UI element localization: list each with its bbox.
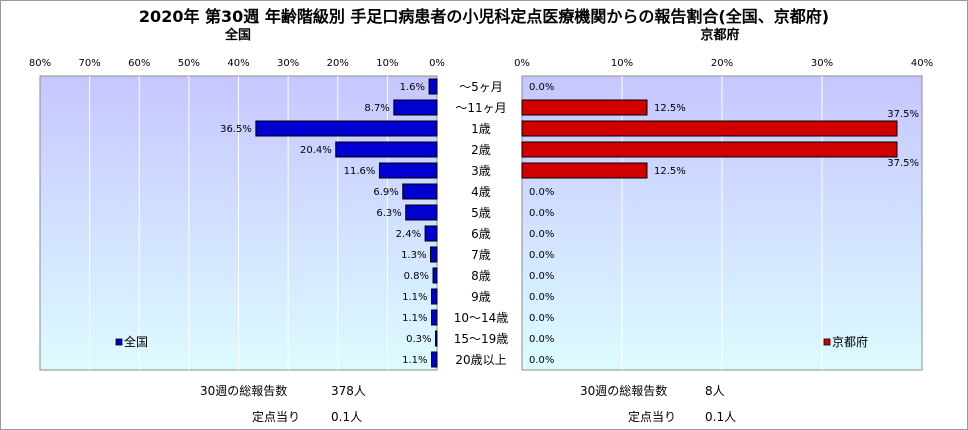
national-data-label: 6.3%: [376, 208, 401, 219]
kyoto-bar: [521, 99, 648, 116]
national-data-label: 0.3%: [406, 334, 431, 345]
category-label: 10～14歳: [454, 311, 509, 325]
kyoto-x-tick-label: 40%: [911, 58, 933, 69]
national-x-tick-label: 80%: [29, 58, 51, 69]
kyoto-per-site-value: 0.1人: [705, 410, 737, 424]
category-label: 4歳: [471, 185, 491, 199]
national-x-tick-label: 50%: [178, 58, 200, 69]
national-bar: [424, 225, 438, 242]
category-label: ～5ヶ月: [459, 80, 503, 94]
national-x-tick-label: 0%: [429, 58, 445, 69]
national-data-label: 36.5%: [220, 124, 252, 135]
national-x-tick-label: 20%: [327, 58, 349, 69]
national-bar: [430, 246, 438, 263]
national-x-tick-label: 70%: [79, 58, 101, 69]
kyoto-legend-label: 京都府: [832, 334, 868, 349]
national-x-tick-label: 30%: [277, 58, 299, 69]
category-label: 15～19歳: [454, 332, 509, 346]
national-x-tick-label: 40%: [227, 58, 249, 69]
national-bar: [255, 120, 438, 137]
national-bar: [405, 204, 438, 221]
national-data-label: 1.6%: [400, 82, 425, 93]
kyoto-data-label: 0.0%: [529, 208, 554, 219]
national-bar: [431, 288, 438, 305]
national-per-site-value: 0.1人: [331, 410, 363, 424]
national-bar: [431, 351, 438, 368]
national-bar: [431, 309, 438, 326]
national-data-label: 1.3%: [401, 250, 426, 261]
national-data-label: 20.4%: [300, 145, 332, 156]
national-data-label: 8.7%: [364, 103, 389, 114]
national-panel-title: 全国: [224, 28, 251, 43]
national-bar: [428, 78, 438, 95]
category-label: 8歳: [471, 269, 491, 283]
kyoto-data-label: 12.5%: [654, 166, 686, 177]
kyoto-bar: [521, 141, 898, 158]
national-x-tick-label: 10%: [376, 58, 398, 69]
national-bar: [435, 330, 438, 347]
national-bar: [432, 267, 438, 284]
national-data-label: 11.6%: [344, 166, 376, 177]
kyoto-data-label: 37.5%: [887, 109, 919, 120]
category-label: 6歳: [471, 227, 491, 241]
kyoto-data-label: 0.0%: [529, 334, 554, 345]
national-bar: [402, 183, 438, 200]
kyoto-x-tick-label: 0%: [514, 58, 530, 69]
national-total-reports-value: 378人: [331, 384, 366, 398]
category-label: 5歳: [471, 206, 491, 220]
national-per-site-label: 定点当り: [252, 410, 301, 424]
category-label: ～11ヶ月: [455, 101, 506, 115]
national-bar: [378, 162, 438, 179]
kyoto-data-label: 12.5%: [654, 103, 686, 114]
kyoto-x-tick-label: 20%: [711, 58, 733, 69]
kyoto-total-reports-value: 8人: [705, 384, 725, 398]
national-data-label: 1.1%: [402, 292, 427, 303]
category-label: 20歳以上: [455, 353, 506, 367]
kyoto-bar: [521, 120, 898, 137]
kyoto-x-tick-label: 30%: [811, 58, 833, 69]
kyoto-data-label: 0.0%: [529, 292, 554, 303]
national-legend-swatch: [115, 338, 123, 346]
kyoto-panel-title: 京都府: [700, 28, 740, 43]
kyoto-x-tick-label: 10%: [611, 58, 633, 69]
category-label: 2歳: [471, 143, 491, 157]
kyoto-total-reports-label: 30週の総報告数: [580, 384, 668, 398]
kyoto-data-label: 0.0%: [529, 355, 554, 366]
national-total-reports-label: 30週の総報告数: [200, 384, 288, 398]
category-label: 9歳: [471, 290, 491, 304]
national-data-label: 2.4%: [396, 229, 421, 240]
kyoto-data-label: 37.5%: [887, 158, 919, 169]
kyoto-bar: [521, 162, 648, 179]
national-bar: [335, 141, 438, 158]
kyoto-data-label: 0.0%: [529, 250, 554, 261]
national-x-tick-label: 60%: [128, 58, 150, 69]
kyoto-per-site-label: 定点当り: [628, 410, 677, 424]
national-data-label: 0.8%: [404, 271, 429, 282]
national-legend-label: 全国: [124, 334, 148, 349]
category-label: 7歳: [471, 248, 491, 262]
national-data-label: 1.1%: [402, 313, 427, 324]
kyoto-data-label: 0.0%: [529, 82, 554, 93]
kyoto-data-label: 0.0%: [529, 229, 554, 240]
national-data-label: 6.9%: [373, 187, 398, 198]
kyoto-legend-swatch: [823, 338, 831, 346]
kyoto-data-label: 0.0%: [529, 187, 554, 198]
category-label: 1歳: [471, 122, 491, 136]
category-label: 3歳: [471, 164, 491, 178]
kyoto-data-label: 0.0%: [529, 271, 554, 282]
national-data-label: 1.1%: [402, 355, 427, 366]
kyoto-data-label: 0.0%: [529, 313, 554, 324]
national-bar: [393, 99, 438, 116]
chart-title: 2020年 第30週 年齢階級別 手足口病患者の小児科定点医療機関からの報告割合…: [138, 7, 830, 26]
